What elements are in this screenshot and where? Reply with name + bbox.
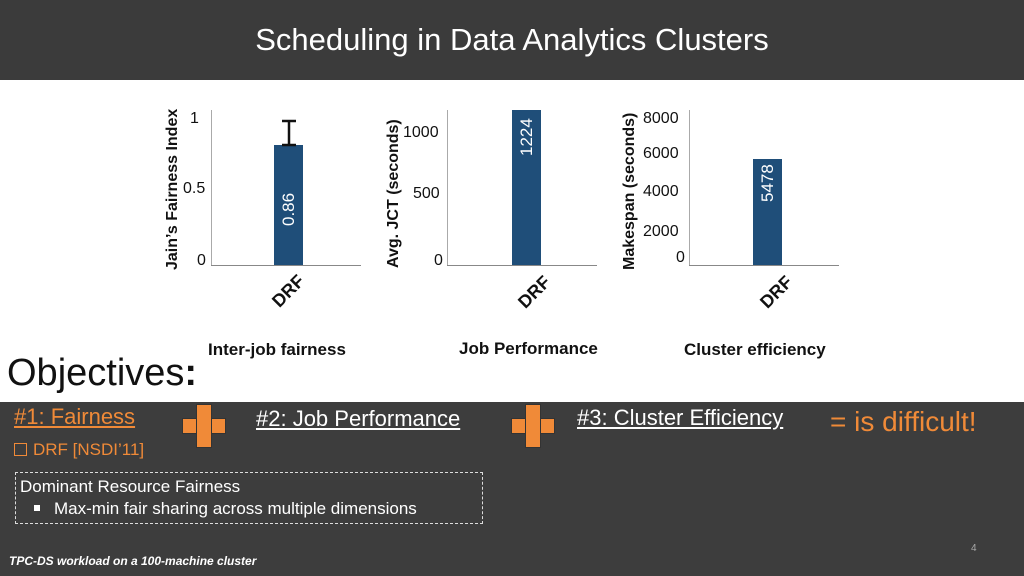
fairness-bar-value: 0.86 [279,192,298,226]
page-number: 4 [971,543,977,554]
drf-definition-bullet-text: Max-min fair sharing across multiple dim… [54,499,417,518]
jct-ytick-1000: 1000 [403,124,439,141]
fairness-ytick-1: 1 [190,110,199,127]
objective-efficiency: #3: Cluster Efficiency [577,405,784,430]
slide-header: Scheduling in Data Analytics Clusters [0,0,1024,80]
fairness-y-axis [211,110,212,265]
makespan-ylabel: Makespan (seconds) [621,112,638,270]
jct-caption: Job Performance [459,339,598,358]
makespan-ytick-4000: 4000 [643,183,679,200]
fairness-x-axis [211,265,361,266]
drf-item-label: DRF [NSDI’11] [33,440,145,459]
objectives-label: Objectives [7,352,185,394]
jct-y-axis [447,110,448,265]
bullet-icon [34,505,40,511]
makespan-bar-value: 5478 [758,164,777,202]
fairness-ylabel: Jain’s Fairness Index [164,108,181,270]
fairness-ytick-0: 0 [197,252,206,269]
jct-ytick-0: 0 [434,252,443,269]
fairness-caption: Inter-job fairness [208,340,346,359]
objective-performance: #2: Job Performance [256,406,461,431]
objectives-colon: : [184,352,198,394]
drf-definition-bullet: Max-min fair sharing across multiple dim… [34,499,417,519]
checkbox-icon [14,443,27,456]
jct-ylabel: Avg. JCT (seconds) [385,119,402,268]
jct-ytick-500: 500 [413,185,440,202]
makespan-x-axis [689,265,839,266]
footer-note: TPC-DS workload on a 100-machine cluster [9,554,257,568]
slide-title: Scheduling in Data Analytics Clusters [255,22,769,57]
jct-bar-drf [512,110,541,265]
objective-fairness: #1: Fairness [14,404,136,429]
makespan-ytick-0: 0 [676,249,685,266]
fairness-ytick-0-5: 0.5 [183,180,206,197]
jct-bar-value: 1224 [517,118,536,156]
fairness-error-bar [282,119,296,147]
objectives-heading: Objectives: [7,352,197,395]
plus-icon [182,404,226,448]
fairness-bar-drf [274,144,303,265]
makespan-caption: Cluster efficiency [684,340,826,359]
makespan-ytick-2000: 2000 [643,223,679,240]
makespan-ytick-6000: 6000 [643,145,679,162]
makespan-y-axis [689,110,690,265]
makespan-bar-drf [753,158,782,265]
drf-definition-title: Dominant Resource Fairness [20,477,241,496]
drf-item: DRF [NSDI’11] [14,440,144,460]
drf-definition-box [15,472,483,524]
makespan-ytick-8000: 8000 [643,110,679,127]
jct-x-axis [447,265,597,266]
difficulty-statement: = is difficult! [830,406,977,437]
plus-icon [511,404,555,448]
